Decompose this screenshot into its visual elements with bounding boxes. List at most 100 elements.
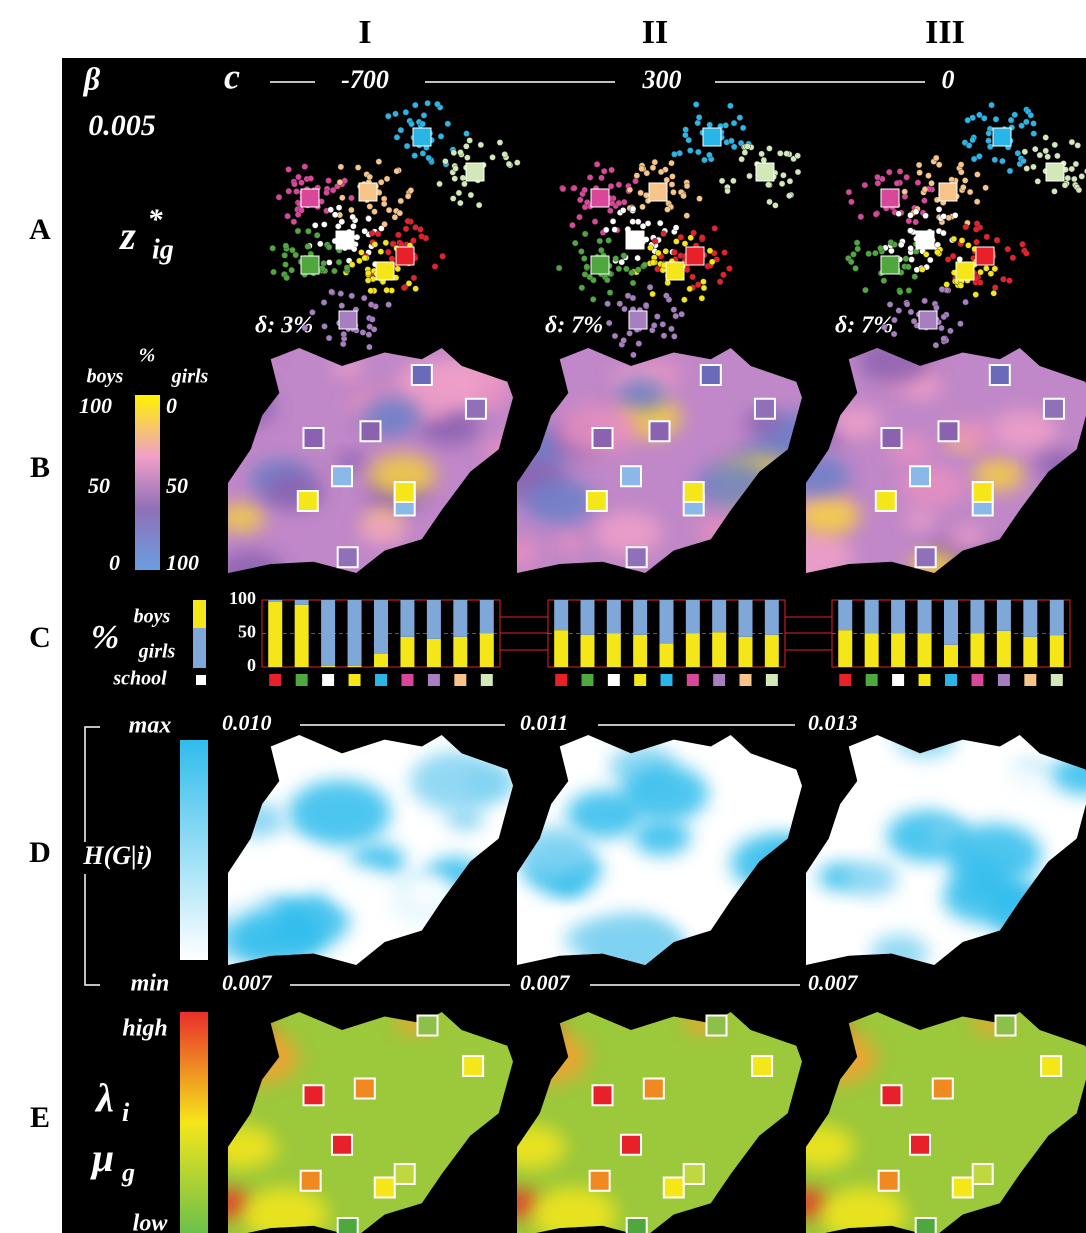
student-dot — [501, 151, 508, 158]
student-dot — [912, 208, 920, 215]
map-region — [326, 865, 393, 909]
student-dot — [905, 217, 913, 225]
school-square — [751, 1055, 774, 1077]
student-dot — [291, 180, 298, 188]
student-dot — [973, 226, 980, 233]
map-region — [517, 1125, 566, 1169]
student-dot — [934, 249, 941, 256]
student-dot — [965, 142, 973, 149]
student-dot — [397, 126, 405, 134]
student-dot — [649, 290, 656, 298]
map-region — [904, 509, 936, 529]
school-square — [412, 127, 432, 147]
student-dot — [1006, 167, 1014, 175]
student-dot — [393, 167, 400, 175]
school-square — [588, 1169, 611, 1192]
student-dot — [292, 251, 299, 259]
student-dot — [944, 256, 952, 263]
student-dot — [608, 166, 615, 174]
student-dot — [382, 239, 389, 246]
student-dot — [896, 168, 904, 175]
entropy-label: H(G|i) — [82, 841, 152, 870]
student-dot — [936, 161, 943, 168]
bar — [400, 636, 415, 667]
legend-label: girls — [138, 641, 176, 663]
student-dot — [354, 164, 362, 171]
student-dot — [385, 248, 392, 256]
beta-label: β — [83, 60, 101, 96]
student-dot — [586, 273, 593, 281]
colorbar — [180, 740, 208, 960]
student-dot — [320, 299, 328, 306]
student-dot — [718, 177, 726, 185]
student-dot — [313, 232, 321, 239]
student-dot — [396, 209, 404, 217]
student-dot — [581, 255, 588, 262]
student-dot — [739, 124, 747, 132]
map-region — [633, 818, 691, 856]
student-dot — [304, 243, 311, 250]
student-dot — [629, 218, 636, 225]
student-dot — [559, 185, 567, 193]
student-dot — [1061, 182, 1069, 189]
max-value: 0.010 — [222, 710, 272, 735]
school-square — [753, 397, 776, 420]
school-square — [1045, 162, 1065, 182]
student-dot — [496, 139, 504, 146]
student-dot — [649, 259, 657, 266]
student-dot — [928, 180, 935, 187]
school-square — [620, 1133, 642, 1156]
school-square — [625, 230, 645, 250]
z-label-sup: * — [148, 203, 164, 236]
student-dot — [459, 174, 467, 182]
student-dot — [698, 295, 706, 302]
student-dot — [581, 186, 588, 194]
student-dot — [394, 265, 401, 273]
student-dot — [992, 284, 999, 291]
student-dot — [670, 306, 678, 313]
student-dot — [940, 229, 947, 237]
student-dot — [307, 175, 314, 182]
student-dot — [682, 131, 689, 139]
student-dot — [681, 296, 688, 303]
student-dot — [943, 281, 950, 288]
high-label: high — [122, 1016, 167, 1042]
student-dot — [1023, 118, 1030, 126]
student-dot — [628, 269, 635, 276]
student-dot — [335, 204, 343, 211]
student-dot — [419, 150, 427, 157]
student-dot — [657, 219, 664, 227]
delta-label: δ: 7% — [545, 313, 603, 339]
student-dot — [687, 147, 694, 154]
student-dot — [601, 168, 608, 175]
student-dot — [298, 207, 305, 214]
student-dot — [611, 332, 619, 340]
student-dot — [976, 153, 983, 160]
student-dot — [366, 343, 373, 351]
student-dot — [700, 278, 707, 285]
map-region — [806, 454, 851, 496]
school-swatch — [945, 674, 957, 686]
student-dot — [309, 309, 316, 316]
school-square — [994, 1014, 1017, 1037]
school-swatch — [839, 674, 852, 686]
student-dot — [662, 248, 669, 255]
map-region — [410, 751, 504, 812]
student-dot — [716, 278, 724, 285]
student-dot — [677, 234, 685, 241]
student-dot — [709, 258, 716, 266]
school-swatch — [892, 674, 905, 686]
school-square — [353, 1077, 376, 1100]
student-dot — [683, 182, 691, 190]
bar — [996, 630, 1011, 667]
student-dot — [654, 313, 661, 320]
student-dot — [1030, 163, 1037, 171]
student-dot — [620, 252, 627, 259]
school-square — [302, 1084, 325, 1107]
school-square — [665, 261, 685, 281]
school-square — [395, 246, 415, 266]
map-region — [554, 532, 585, 552]
student-dot — [649, 164, 657, 171]
school-swatch — [686, 674, 699, 686]
student-dot — [365, 331, 373, 338]
